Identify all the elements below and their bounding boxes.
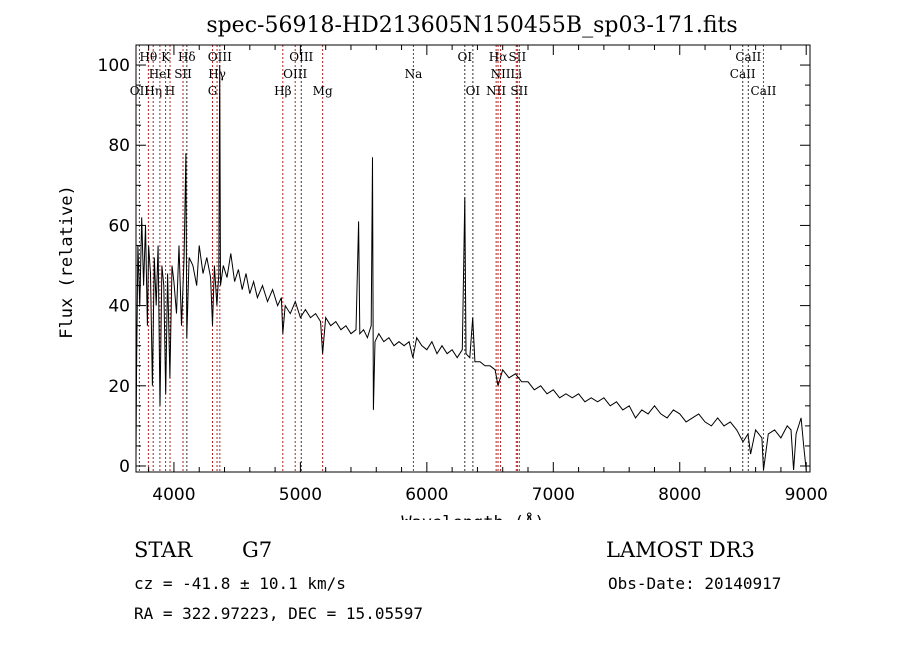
obs-date: Obs-Date: 20140917 [608, 574, 782, 593]
spectral-line-label: OIII [208, 50, 232, 64]
spectral-line-label: Hη [144, 84, 162, 98]
x-axis-label: Wavelength (Å) [401, 511, 544, 520]
x-tick-label: 6000 [405, 485, 448, 505]
object-class: STAR [134, 538, 193, 562]
object-subclass: G7 [242, 538, 273, 562]
y-tick-label: 80 [108, 136, 130, 156]
x-tick-label: 8000 [658, 485, 701, 505]
spectral-line-label: G [208, 84, 218, 98]
y-tick-label: 20 [108, 377, 130, 397]
survey-name: LAMOST DR3 [606, 538, 755, 562]
spectral-line-label: Hδ [178, 50, 196, 64]
y-tick-label: 100 [98, 56, 130, 76]
spectral-line-label: SII [174, 67, 192, 81]
ra-dec: RA = 322.97223, DEC = 15.05597 [134, 604, 423, 623]
chart-title: spec-56918-HD213605N150455B_sp03-171.fit… [206, 13, 737, 38]
spectral-line-label: CaII [735, 50, 761, 64]
spectral-line-label: Hθ [140, 50, 158, 64]
spectral-line-label: SII [510, 84, 528, 98]
spectral-line-label: CaII [730, 67, 756, 81]
spectral-line-label: SII [509, 50, 527, 64]
spectral-line-label: K [161, 50, 171, 64]
y-tick-label: 40 [108, 297, 130, 317]
y-tick-label: 0 [119, 457, 130, 477]
spectral-line-label: OIII [289, 50, 313, 64]
spectral-line-label: HeI [149, 67, 172, 81]
spectral-line-label: OI [466, 84, 481, 98]
y-axis-label: Flux (relative) [57, 185, 77, 339]
x-tick-label: 9000 [785, 485, 828, 505]
y-tick-label: 60 [108, 216, 130, 236]
spectral-line-label: OII [130, 84, 150, 98]
redshift-text: cz = -41.8 ± 10.1 km/s [134, 574, 346, 593]
spectral-line-label: Na [405, 67, 423, 81]
spectral-line-label: OIII [283, 67, 307, 81]
spectrum-line [135, 64, 807, 471]
spectral-line-label: OI [457, 50, 472, 64]
spectral-line-label: Mg [313, 84, 333, 98]
spectral-line-label: NII [486, 84, 506, 98]
spectral-line-label: NII [491, 67, 511, 81]
spectral-line-label: CaII [751, 84, 777, 98]
spectral-line-label: Hβ [274, 84, 291, 98]
spectral-line-label: Hγ [208, 67, 226, 81]
spectral-line-label: H [165, 84, 175, 98]
spectrum-chart: spec-56918-HD213605N150455B_sp03-171.fit… [57, 13, 828, 533]
x-tick-label: 4000 [152, 485, 195, 505]
x-tick-label: 7000 [532, 485, 575, 505]
x-tick-label: 5000 [279, 485, 322, 505]
spectral-line-label: Li [510, 67, 522, 81]
spectral-line-label: Hα [489, 50, 508, 64]
plot-frame [135, 44, 811, 473]
